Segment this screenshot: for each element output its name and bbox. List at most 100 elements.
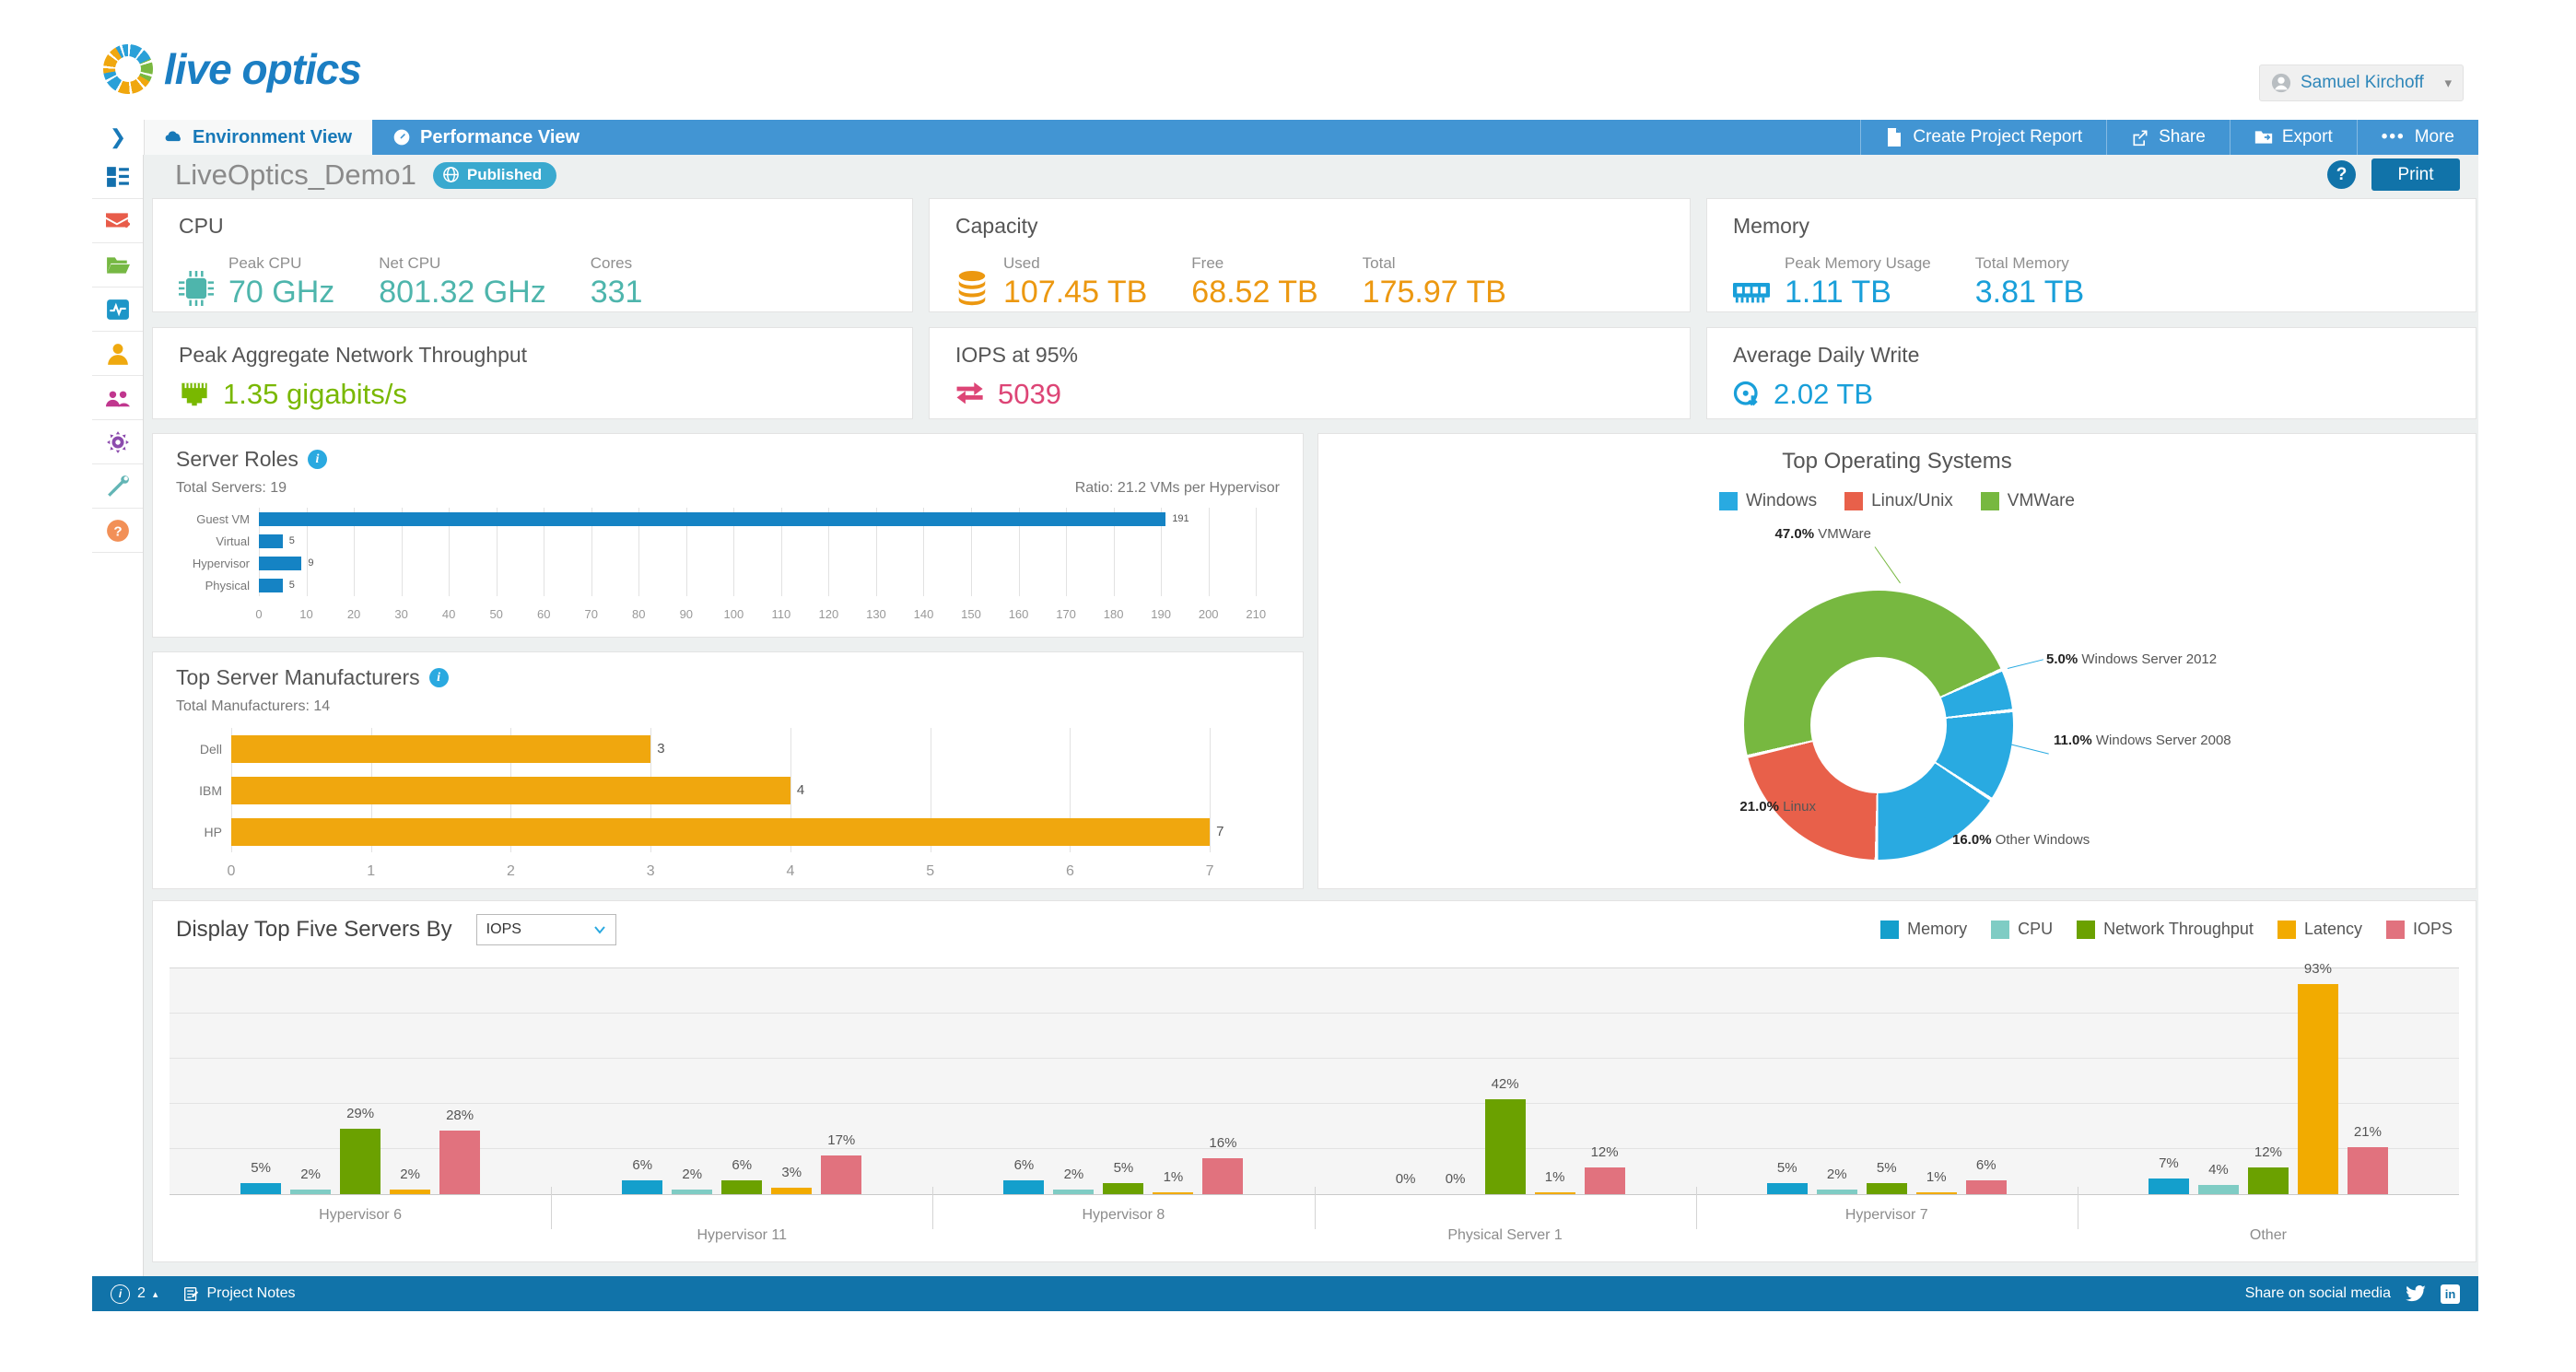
sidebar-item-profile[interactable] (92, 332, 143, 376)
sidebar-item-dashboard[interactable] (92, 155, 143, 199)
legend-item: CPU (1991, 920, 2053, 939)
gridline (1210, 728, 1212, 852)
user-menu[interactable]: Samuel Kirchoff ▾ (2259, 64, 2464, 101)
bar (1103, 1183, 1144, 1194)
bar-value-label: 5 (288, 580, 295, 591)
user-icon (107, 343, 128, 365)
bar-slot: 6% (721, 968, 763, 1194)
twitter-icon[interactable] (2406, 1285, 2426, 1302)
legend-item: Linux/Unix (1844, 491, 1953, 511)
gridline (1070, 728, 1071, 852)
sidebar-collapse-button[interactable]: ❯ (92, 120, 145, 155)
bar-value-label: 5 (288, 535, 295, 546)
cpu-card: CPU Peak CPU 70 GHz Net CPU 801.32 GHz Cores… (152, 198, 913, 312)
sidebar-item-settings[interactable] (92, 420, 143, 464)
sidebar-item-tools[interactable] (92, 464, 143, 509)
metric-label: Total Memory (1974, 254, 2069, 272)
share-button[interactable]: Share (2106, 120, 2230, 155)
category-label: IBM (199, 782, 222, 798)
help-button[interactable]: ? (2327, 160, 2356, 189)
metric-label: Free (1191, 254, 1224, 272)
servers-legend: Memory CPU Network Throughput Latency IOPS (1880, 920, 2453, 939)
category-label: Dell (199, 741, 222, 756)
chevron-right-icon: ❯ (109, 125, 127, 148)
bar-slot: 17% (821, 968, 862, 1194)
group-label: Hypervisor 6 (319, 1207, 402, 1223)
axis-tick-label: 210 (1246, 607, 1267, 621)
chevron-down-icon: ▾ (2444, 76, 2452, 91)
toolbar: Create Project Report Share Export ••• M… (1860, 120, 2478, 155)
chart-title: Top Operating Systems (1782, 449, 2012, 474)
group-separator (1695, 1187, 1697, 1229)
info-icon[interactable]: i (307, 450, 327, 469)
gridlines (259, 508, 1280, 596)
axis-tick-label: 7 (1205, 863, 1214, 879)
os-donut-chart (1744, 591, 2013, 860)
bar-slot: 6% (1965, 968, 2007, 1194)
help-icon: ? (106, 519, 129, 542)
gridline (1066, 508, 1068, 596)
callout-line (2008, 744, 2049, 755)
bar (1202, 1158, 1244, 1194)
category-label: Guest VM (196, 511, 250, 526)
bar-value-label: 3 (657, 741, 665, 756)
bar (2247, 1167, 2289, 1194)
manufacturers-chart: Dell 3 IBM 4 HP 7 0 1 2 3 4 5 6 7 (176, 728, 1280, 882)
ellipsis-icon: ••• (2381, 127, 2406, 147)
sidebar-item-projects[interactable] (92, 243, 143, 287)
bar-slot: 5% (240, 968, 282, 1194)
bar-slot: 2% (290, 968, 332, 1194)
tab-environment-view[interactable]: Environment View (145, 120, 373, 155)
gridline (923, 508, 925, 596)
group-label: Hypervisor 7 (1844, 1207, 1928, 1223)
bar-value-label: 6% (1013, 1157, 1035, 1173)
folder-icon (106, 256, 130, 274)
callout-line (1874, 546, 1901, 584)
bar (231, 817, 1211, 846)
bar (340, 1129, 381, 1194)
create-project-report-button[interactable]: Create Project Report (1860, 120, 2106, 155)
chart-title: Server Roles (176, 447, 299, 471)
tab-performance-view[interactable]: Performance View (372, 120, 600, 155)
export-button[interactable]: Export (2229, 120, 2357, 155)
gridline (401, 508, 403, 596)
button-label: More (2414, 127, 2454, 147)
share-social-label: Share on social media (2244, 1285, 2391, 1301)
sidebar-item-help[interactable]: ? (92, 509, 143, 553)
kpi-metric: Peak Memory Usage 1.11 TB (1785, 254, 1931, 311)
axis-tick-label: 160 (1008, 607, 1029, 621)
bar-group: 5% 2% 5% 1% 6% (1696, 968, 2078, 1194)
info-icon[interactable]: i (428, 668, 449, 687)
legend-item: Latency (2277, 920, 2362, 939)
sidebar-item-team[interactable] (92, 376, 143, 420)
linkedin-icon[interactable]: in (2441, 1284, 2460, 1304)
memory-card: Memory Peak Memory Usage 1.11 TB Total Mem… (1706, 198, 2476, 312)
legend-swatch (1880, 920, 1900, 939)
donut-label-otherwin: 16.0% Other Windows (1952, 832, 2090, 848)
bar-slot: 1% (1153, 968, 1194, 1194)
cpu-metrics: Peak CPU 70 GHz Net CPU 801.32 GHz Cores 331 (179, 254, 686, 311)
info-count-toggle[interactable]: i 2 ▴ (111, 1284, 158, 1304)
iops-value: 5039 (998, 378, 1061, 410)
more-button[interactable]: ••• More (2356, 120, 2478, 155)
bar-row: Virtual 5 (176, 530, 1280, 552)
legend-item: Windows (1719, 491, 1817, 511)
x-axis: 0 10 20 30 40 50 60 70 80 90 100 110 120 130 140 150 160… (255, 605, 1280, 626)
bar-value-label: 3% (781, 1165, 802, 1180)
grouped-bar-plot: 5% 2% 29% 2% 28% 6% 2% 6% 3% 17% 6% 2% 5% 1% 16% 0% 0% 42… (170, 961, 2459, 1229)
users-icon (105, 391, 130, 406)
sidebar-item-monitoring[interactable] (92, 287, 143, 332)
project-notes-button[interactable]: Project Notes (183, 1285, 295, 1302)
footer-bar: i 2 ▴ Project Notes Share on social medi… (92, 1276, 2478, 1311)
bar (390, 1190, 431, 1194)
card-title: Capacity (955, 214, 1038, 238)
bar (259, 578, 283, 592)
bar (231, 734, 651, 763)
metric-select[interactable]: IOPS (475, 914, 616, 945)
print-button[interactable]: Print (2371, 158, 2460, 191)
bar-slot: 5% (1866, 968, 1907, 1194)
category-label: HP (204, 824, 222, 839)
axis-tick-label: 140 (913, 607, 934, 621)
manufacturers-card: Top Server Manufacturers i Total Manufact… (152, 651, 1304, 889)
sidebar-item-messages[interactable] (92, 199, 143, 243)
